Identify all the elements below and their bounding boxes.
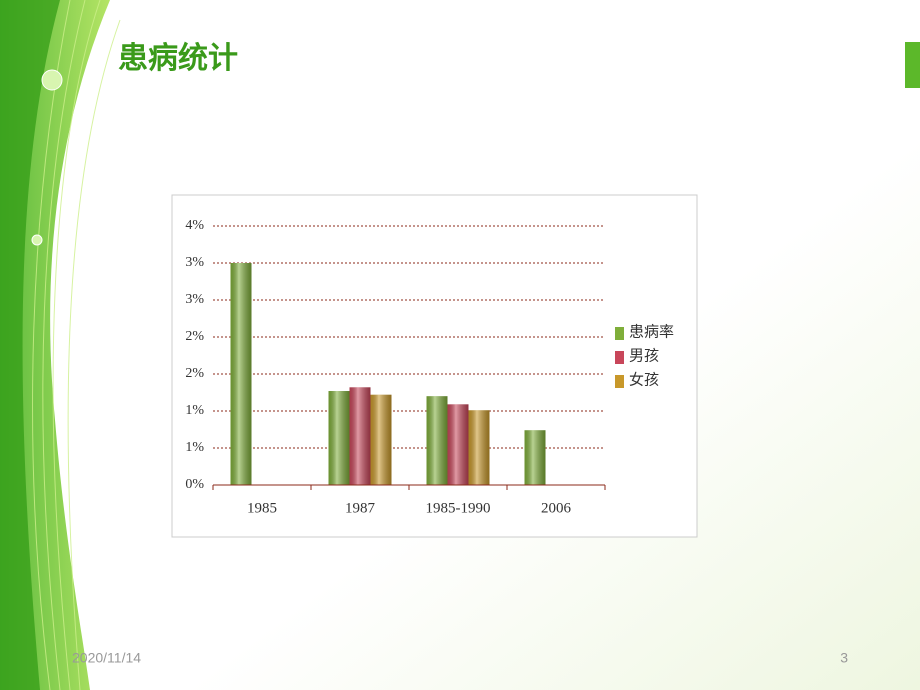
x-tick-label: 1987	[345, 500, 376, 516]
chart: 0% 1% 1% 2% 2% 3% 3% 4% 1985 1987 1985-1990 2006 患病率…	[185, 218, 674, 516]
decor-drop	[31, 234, 43, 246]
legend-label: 患病率	[629, 323, 674, 340]
bar-shade	[524, 430, 546, 485]
bar-shade	[370, 394, 392, 485]
slide-title: 患病统计	[118, 41, 238, 75]
bar-shade	[230, 263, 252, 485]
y-tick-label: 3%	[185, 255, 204, 270]
y-tick-label: 0%	[185, 477, 204, 492]
legend-label: 女孩	[629, 370, 659, 388]
bar-shade	[468, 410, 490, 485]
legend-label: 男孩	[629, 347, 659, 364]
x-tick-label: 1985	[247, 500, 277, 516]
x-tick-label: 2006	[541, 500, 572, 516]
decor-swoosh-dark	[0, 0, 60, 690]
bar-shade	[426, 396, 448, 485]
decor-drop	[41, 69, 63, 91]
page-number: 3	[840, 650, 848, 666]
y-tick-label: 1%	[185, 403, 204, 418]
y-tick-label: 2%	[185, 366, 204, 381]
bar-shade	[328, 391, 350, 485]
legend-swatch	[615, 351, 624, 364]
y-tick-label: 1%	[185, 440, 204, 455]
date: 2020/11/14	[72, 650, 141, 666]
bar-shade	[447, 404, 469, 485]
bar-shade	[349, 387, 371, 485]
y-tick-label: 4%	[185, 218, 204, 233]
legend-swatch	[615, 375, 624, 388]
legend-swatch	[615, 327, 624, 340]
y-tick-label: 3%	[185, 292, 204, 307]
y-tick-label: 2%	[185, 329, 204, 344]
decor-tab	[905, 42, 920, 88]
x-tick-label: 1985-1990	[426, 500, 491, 516]
